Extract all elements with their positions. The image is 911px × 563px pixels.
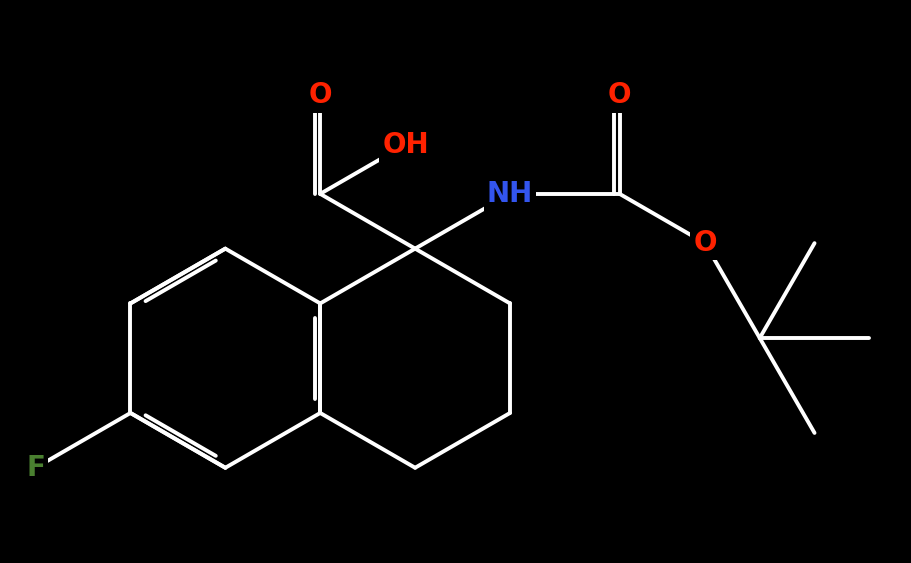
Text: OH: OH — [382, 131, 428, 159]
Text: F: F — [26, 454, 45, 482]
Text: O: O — [607, 81, 630, 109]
Text: NH: NH — [486, 180, 533, 208]
Text: O: O — [308, 81, 332, 109]
Text: O: O — [692, 229, 716, 257]
